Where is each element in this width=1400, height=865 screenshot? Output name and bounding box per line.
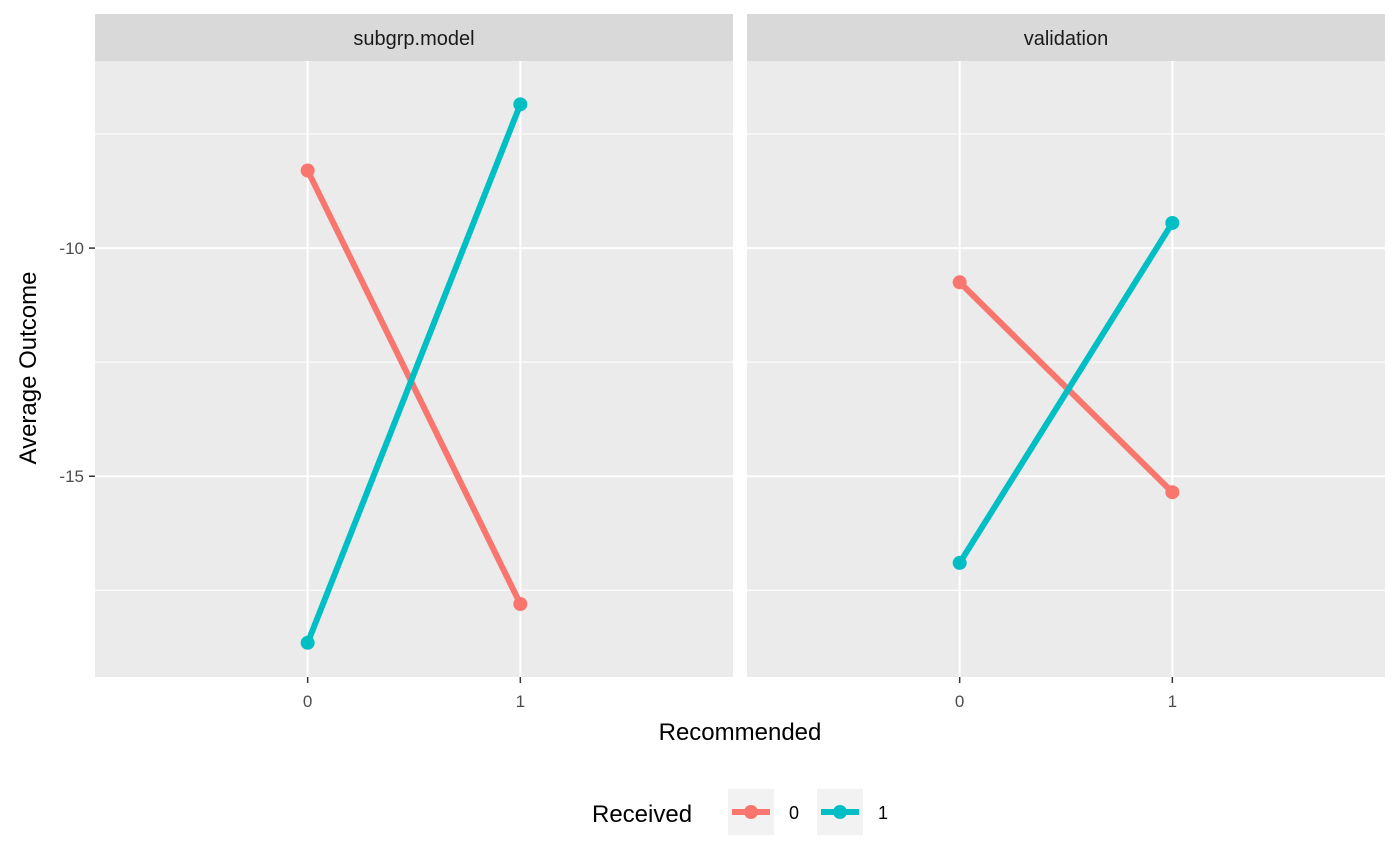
legend-title: Received — [592, 801, 692, 828]
y-axis-title: Average Outcome — [15, 272, 42, 465]
facet-strip — [95, 14, 733, 61]
data-point-received-1-rec-0 — [300, 635, 315, 650]
facet-strip-label: subgrp.model — [353, 28, 474, 50]
y-axis-ticks: -10 -15 — [59, 239, 95, 486]
series-line-received-1 — [304, 103, 524, 644]
data-point-received-0-rec-0 — [300, 163, 315, 178]
x-tick-label: 0 — [955, 692, 964, 711]
data-point-received-0-rec-1 — [1165, 485, 1180, 500]
series-line-received-0 — [304, 169, 524, 606]
legend-key-point — [744, 805, 758, 819]
facet-strip — [747, 14, 1385, 61]
y-tick-label: -15 — [59, 467, 84, 486]
facet-strip-label: validation — [1024, 28, 1109, 50]
panel-subgrp.model: subgrp.model 0 1 — [95, 14, 733, 711]
x-tick-label: 0 — [303, 692, 312, 711]
data-point-received-0-rec-1 — [513, 596, 528, 611]
legend-label: 1 — [878, 803, 888, 823]
y-tick-label: -10 — [59, 239, 84, 258]
legend-key-point — [833, 805, 847, 819]
series-line-received-0 — [957, 280, 1175, 495]
data-point-received-1-rec-0 — [952, 555, 967, 570]
data-point-received-1-rec-1 — [513, 97, 528, 112]
data-point-received-0-rec-0 — [952, 275, 967, 290]
x-tick-label: 1 — [516, 692, 525, 711]
data-point-received-1-rec-1 — [1165, 215, 1180, 230]
legend-label: 0 — [789, 803, 799, 823]
x-tick-label: 1 — [1168, 692, 1177, 711]
panel-background — [747, 61, 1385, 677]
panel-validation: validation 0 1 — [747, 14, 1385, 711]
series-line-received-1 — [957, 221, 1175, 565]
legend-item-1: 1 — [817, 789, 888, 835]
x-axis-title: Recommended — [659, 719, 822, 746]
legend-item-0: 0 — [728, 789, 799, 835]
panels-layer: subgrp.model 0 1 validation 0 1 — [95, 14, 1385, 711]
